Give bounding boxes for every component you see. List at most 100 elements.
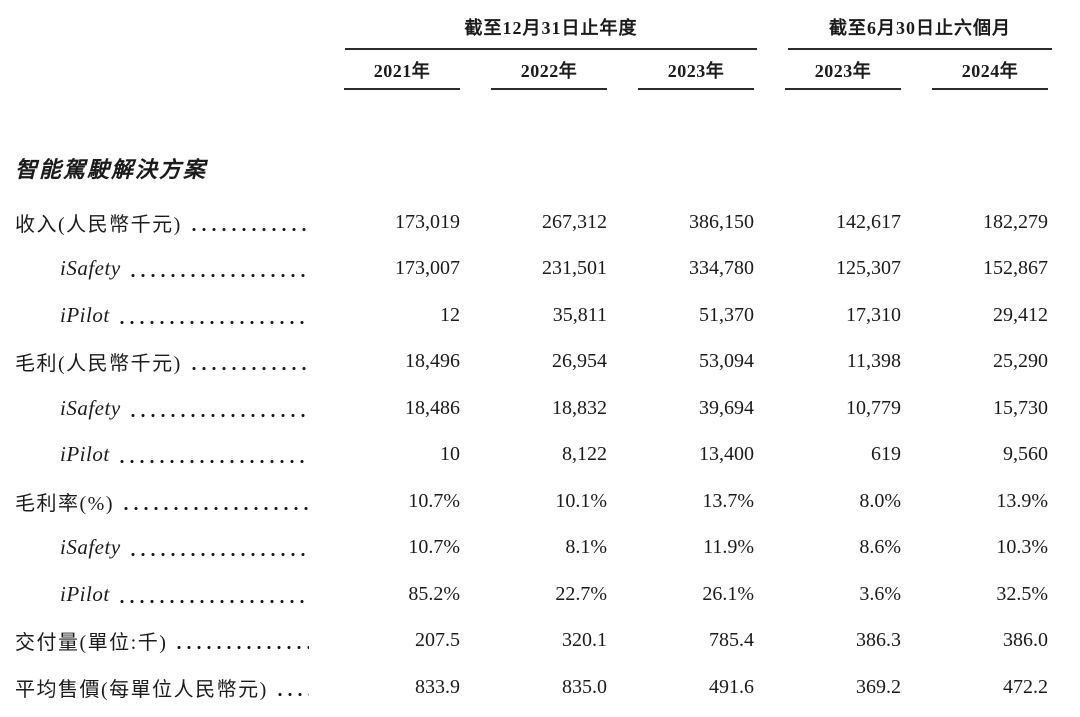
dot-leader: [127, 273, 309, 279]
table-row-revenue: 收入(人民幣千元) 173,019 267,312 386,150 142,61…: [0, 199, 1080, 246]
table-cell: 369.2: [856, 675, 901, 698]
table-cell: 11,398: [846, 350, 901, 373]
table-row-gross-margin-ipilot: iPilot 85.2% 22.7% 26.1% 3.6% 32.5%: [0, 571, 1080, 618]
table-cell: 51,370: [699, 303, 754, 326]
table-cell: 173,019: [395, 210, 460, 233]
table-cell: 17,310: [846, 303, 901, 326]
table-cell: 785.4: [709, 629, 754, 652]
row-label-text: iSafety: [60, 395, 121, 420]
dot-leader: [188, 226, 309, 232]
row-label: 平均售價(每單位人民幣元): [15, 673, 313, 702]
table-cell: 13.9%: [996, 489, 1048, 512]
table-cell: 619: [871, 443, 901, 466]
dot-leader: [116, 598, 309, 604]
table-cell: 8,122: [562, 443, 607, 466]
table-row-gross-margin: 毛利率(%) 10.7% 10.1% 13.7% 8.0% 13.9%: [0, 478, 1080, 525]
row-label: iPilot: [15, 442, 313, 467]
table-row-average-selling-price: 平均售價(每單位人民幣元) 833.9 835.0 491.6 369.2 47…: [0, 664, 1080, 711]
table-cell: 334,780: [689, 257, 754, 280]
row-label-text: iSafety: [60, 256, 121, 281]
table-cell: 25,290: [993, 350, 1048, 373]
table-cell: 18,832: [552, 396, 607, 419]
table-cell: 10,779: [846, 396, 901, 419]
row-label-text: iPilot: [60, 581, 110, 606]
dot-leader: [188, 366, 309, 372]
table-cell: 32.5%: [996, 582, 1048, 605]
year-column-header: 2022年: [460, 56, 607, 90]
section-title: 智能駕駛解決方案: [15, 157, 208, 182]
column-group-title: 截至12月31日止年度: [464, 18, 638, 38]
table-cell: 26.1%: [702, 582, 754, 605]
table-body: 收入(人民幣千元) 173,019 267,312 386,150 142,61…: [0, 199, 1080, 711]
table-cell: 15,730: [993, 396, 1048, 419]
dot-leader: [120, 505, 309, 511]
table-cell: 39,694: [699, 396, 754, 419]
table-row-gross-margin-isafety: iSafety 10.7% 8.1% 11.9% 8.6% 10.3%: [0, 525, 1080, 572]
table-cell: 207.5: [415, 629, 460, 652]
table-cell: 26,954: [552, 350, 607, 373]
table-cell: 35,811: [552, 303, 607, 326]
table-cell: 142,617: [836, 210, 901, 233]
table-cell: 11.9%: [703, 536, 754, 559]
table-cell: 3.6%: [859, 582, 901, 605]
table-cell: 173,007: [395, 257, 460, 280]
table-cell: 125,307: [836, 257, 901, 280]
column-group-header-h1: 截至6月30日止六個月: [788, 14, 1052, 50]
row-label-text: 毛利(人民幣千元): [15, 353, 182, 376]
year-label: 2024年: [932, 56, 1048, 90]
table-cell: 18,496: [405, 350, 460, 373]
table-cell: 267,312: [542, 210, 607, 233]
table-cell: 8.1%: [565, 536, 607, 559]
table-cell: 231,501: [542, 257, 607, 280]
table-cell: 152,867: [983, 257, 1048, 280]
year-header-row: 2021年 2022年 2023年 2023年 2024年: [313, 56, 1048, 90]
table-row-gross-profit-isafety: iSafety 18,486 18,832 39,694 10,779 15,7…: [0, 385, 1080, 432]
table-cell: 386.3: [856, 629, 901, 652]
table-cell: 22.7%: [555, 582, 607, 605]
table-cell: 386,150: [689, 210, 754, 233]
table-row-revenue-ipilot: iPilot 12 35,811 51,370 17,310 29,412: [0, 292, 1080, 339]
table-cell: 10.3%: [996, 536, 1048, 559]
year-column-header: 2024年: [901, 56, 1048, 90]
row-label: iSafety: [15, 535, 313, 560]
year-label: 2023年: [785, 56, 901, 90]
table-cell: 386.0: [1003, 629, 1048, 652]
row-label-text: iPilot: [60, 302, 110, 327]
column-group-header-fy: 截至12月31日止年度: [345, 14, 757, 50]
table-cell: 320.1: [562, 629, 607, 652]
table-cell: 9,560: [1003, 443, 1048, 466]
row-label: iSafety: [15, 396, 313, 421]
table-row-gross-profit: 毛利(人民幣千元) 18,496 26,954 53,094 11,398 25…: [0, 339, 1080, 386]
row-label-text: iSafety: [60, 535, 121, 560]
table-cell: 13.7%: [702, 489, 754, 512]
table-cell: 12: [440, 303, 460, 326]
row-label: iPilot: [15, 582, 313, 607]
table-cell: 10.1%: [555, 489, 607, 512]
table-cell: 10.7%: [408, 536, 460, 559]
table-cell: 85.2%: [408, 582, 460, 605]
row-label-text: 收入(人民幣千元): [15, 213, 182, 236]
dot-leader: [274, 691, 309, 697]
row-label: 毛利(人民幣千元): [15, 347, 313, 376]
table-cell: 18,486: [405, 396, 460, 419]
table-cell: 182,279: [983, 210, 1048, 233]
row-label: 毛利率(%): [15, 487, 313, 516]
table-cell: 53,094: [699, 350, 754, 373]
dot-leader: [127, 412, 309, 418]
row-label: 交付量(單位:千): [15, 626, 313, 655]
dot-leader: [174, 645, 309, 651]
table-row-delivery-volume: 交付量(單位:千) 207.5 320.1 785.4 386.3 386.0: [0, 618, 1080, 665]
row-label: iPilot: [15, 303, 313, 328]
year-label: 2023年: [638, 56, 754, 90]
table-row-gross-profit-ipilot: iPilot 10 8,122 13,400 619 9,560: [0, 432, 1080, 479]
row-label-text: iPilot: [60, 442, 110, 467]
table-row-revenue-isafety: iSafety 173,007 231,501 334,780 125,307 …: [0, 246, 1080, 293]
table-cell: 8.6%: [859, 536, 901, 559]
table-cell: 472.2: [1003, 675, 1048, 698]
dot-leader: [116, 319, 309, 325]
table-cell: 8.0%: [859, 489, 901, 512]
dot-leader: [127, 552, 309, 558]
table-cell: 10: [440, 443, 460, 466]
row-label: iSafety: [15, 256, 313, 281]
